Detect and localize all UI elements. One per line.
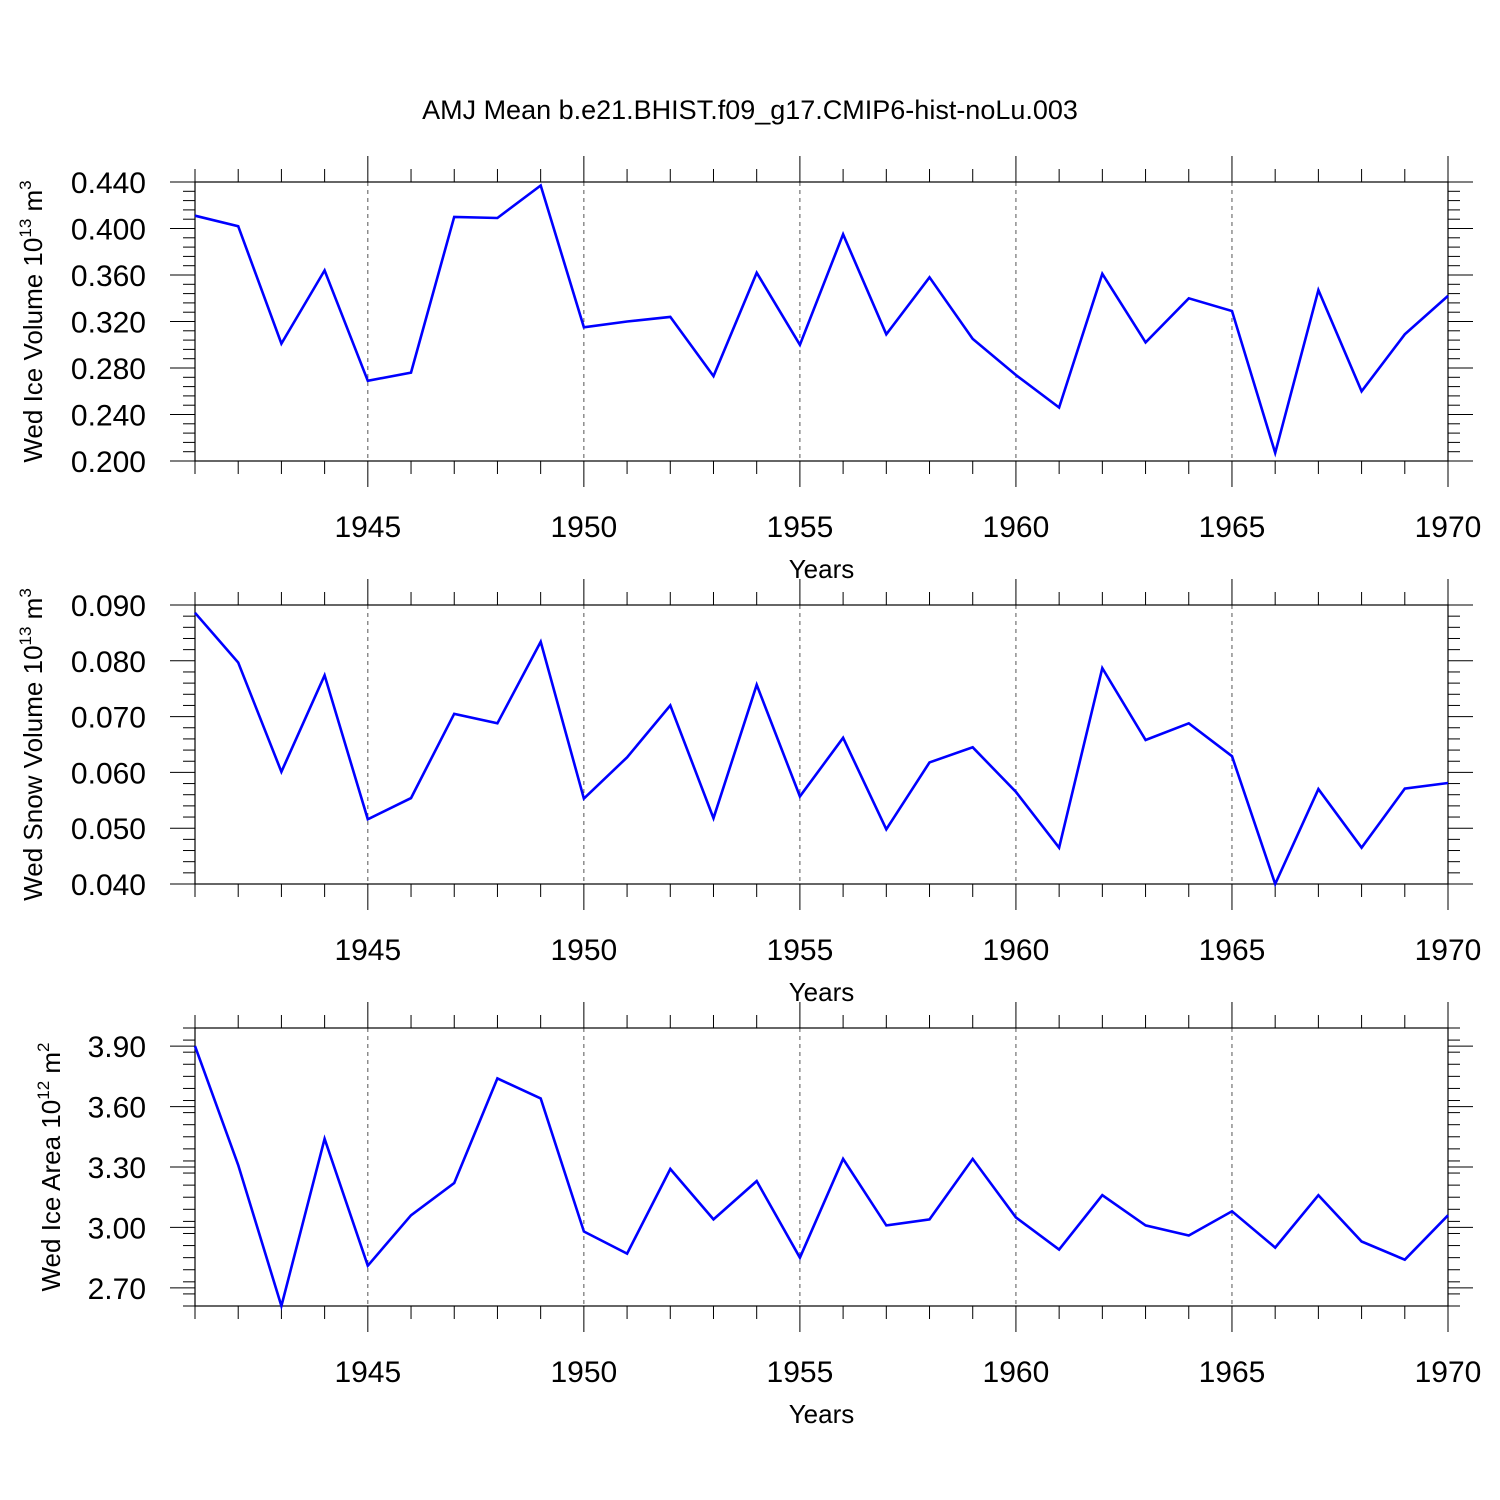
x-tick-label: 1960 bbox=[983, 1356, 1050, 1389]
y-axis-title-unit-exponent: 2 bbox=[34, 1042, 53, 1051]
y-axis-title-unit: m bbox=[18, 598, 48, 627]
y-tick-label: 0.040 bbox=[71, 869, 146, 902]
y-tick-label: 3.00 bbox=[88, 1212, 146, 1245]
y-axis-title-exponent: 13 bbox=[16, 219, 35, 238]
x-tick-label: 1970 bbox=[1415, 1356, 1482, 1389]
y-tick-label: 2.70 bbox=[88, 1273, 146, 1306]
x-tick-label: 1945 bbox=[334, 511, 401, 544]
x-tick-label: 1950 bbox=[550, 511, 617, 544]
x-tick-label: 1965 bbox=[1199, 511, 1266, 544]
y-tick-label: 0.200 bbox=[71, 446, 146, 479]
y-axis-title: Wed Ice Volume 1013 m3 bbox=[16, 180, 48, 462]
x-axis-title: Years bbox=[789, 554, 855, 584]
x-tick-label: 1965 bbox=[1199, 934, 1266, 967]
x-tick-label: 1950 bbox=[550, 1356, 617, 1389]
y-tick-label: 0.050 bbox=[71, 813, 146, 846]
y-tick-label: 0.090 bbox=[71, 590, 146, 623]
y-tick-label: 0.070 bbox=[71, 702, 146, 735]
y-tick-label: 0.360 bbox=[71, 260, 146, 293]
y-axis-title-unit-exponent: 3 bbox=[16, 588, 35, 597]
y-axis-title-exponent: 13 bbox=[16, 627, 35, 646]
y-tick-label: 0.320 bbox=[71, 307, 146, 340]
y-tick-label: 3.60 bbox=[88, 1092, 146, 1125]
y-tick-label: 0.240 bbox=[71, 400, 146, 433]
panel-2: 0.040 0.050 0.060 0.070 0.080 0.090 1945 1950 19… bbox=[16, 579, 1481, 1007]
y-axis-title-text: Wed Ice Volume 10 bbox=[18, 238, 48, 463]
chart-title: AMJ Mean b.e21.BHIST.f09_g17.CMIP6-hist-… bbox=[422, 95, 1078, 125]
y-axis-title-exponent: 12 bbox=[34, 1081, 53, 1100]
plot-frame bbox=[194, 604, 1449, 885]
y-tick-label: 0.280 bbox=[71, 353, 146, 386]
x-tick-label: 1955 bbox=[767, 1356, 834, 1389]
x-tick-label: 1965 bbox=[1199, 1356, 1266, 1389]
y-axis-title: Wed Ice Area 1012 m2 bbox=[34, 1042, 66, 1291]
x-tick-label: 1960 bbox=[983, 934, 1050, 967]
series-line bbox=[194, 611, 1449, 888]
y-axis-title: Wed Snow Volume 1013 m3 bbox=[16, 588, 48, 901]
y-axis-title-text: Wed Ice Area 10 bbox=[36, 1100, 66, 1292]
series-line bbox=[194, 183, 1449, 458]
y-axis-title-unit: m bbox=[36, 1052, 66, 1081]
x-tick-label: 1970 bbox=[1415, 934, 1482, 967]
y-tick-label: 0.400 bbox=[71, 214, 146, 247]
panel-3: 2.70 3.00 3.30 3.60 3.90 1945 1950 1955 1960 1965… bbox=[34, 1002, 1481, 1429]
panels: 0.200 0.240 0.280 0.320 0.360 0.400 0.440 1945 1… bbox=[16, 156, 1481, 1429]
x-axis-title: Years bbox=[789, 977, 855, 1007]
x-axis-title: Years bbox=[789, 1399, 855, 1429]
y-axis-title-text: Wed Snow Volume 10 bbox=[18, 645, 48, 900]
y-axis-title-unit-exponent: 3 bbox=[16, 180, 35, 189]
y-tick-label: 0.440 bbox=[71, 167, 146, 200]
x-tick-label: 1960 bbox=[983, 511, 1050, 544]
x-tick-label: 1955 bbox=[767, 934, 834, 967]
y-tick-label: 0.080 bbox=[71, 646, 146, 679]
x-tick-label: 1950 bbox=[550, 934, 617, 967]
panel-1: 0.200 0.240 0.280 0.320 0.360 0.400 0.440 1945 1… bbox=[16, 156, 1481, 584]
y-tick-label: 0.060 bbox=[71, 757, 146, 790]
y-tick-label: 3.30 bbox=[88, 1152, 146, 1185]
x-tick-label: 1970 bbox=[1415, 511, 1482, 544]
series-line bbox=[193, 1045, 1449, 1311]
x-tick-label: 1955 bbox=[767, 511, 834, 544]
y-tick-label: 3.90 bbox=[88, 1031, 146, 1064]
x-tick-label: 1945 bbox=[334, 934, 401, 967]
x-tick-label: 1945 bbox=[334, 1356, 401, 1389]
y-axis-title-unit: m bbox=[18, 190, 48, 219]
